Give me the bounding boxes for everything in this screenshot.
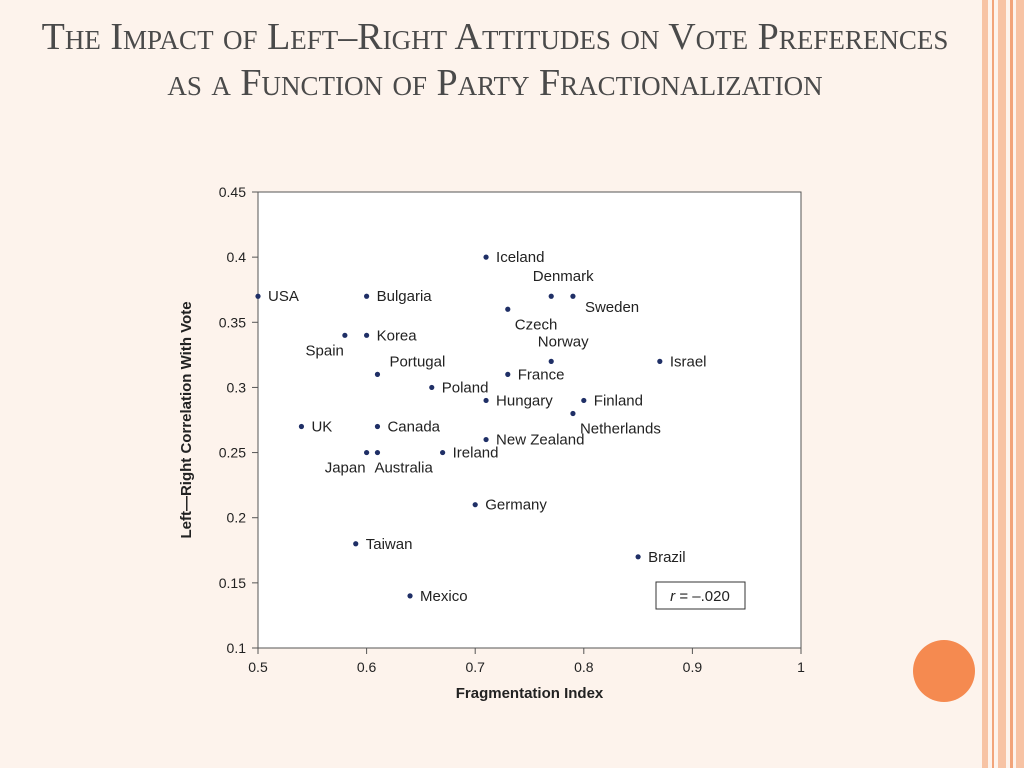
point-label: Finland xyxy=(594,392,643,409)
point-label: Poland xyxy=(442,379,489,396)
point-label: Taiwan xyxy=(366,536,413,553)
data-point xyxy=(548,293,554,299)
data-point xyxy=(374,371,381,377)
decorative-stripe xyxy=(992,0,994,768)
point-label: France xyxy=(518,366,565,383)
y-axis-label: Left—Right Correlation With Vote xyxy=(178,301,195,538)
y-tick-label: 0.15 xyxy=(219,575,246,591)
point-label: Bulgaria xyxy=(377,288,433,305)
data-point xyxy=(581,397,587,404)
point-label: Brazil xyxy=(648,549,686,566)
data-point xyxy=(505,306,511,312)
data-point xyxy=(374,449,381,456)
point-label: Sweden xyxy=(585,299,639,316)
decorative-stripe xyxy=(998,0,1006,768)
data-point xyxy=(483,254,489,260)
data-point xyxy=(570,293,576,299)
data-point xyxy=(364,293,370,299)
point-label: New Zealand xyxy=(496,432,584,449)
x-tick-label: 0.5 xyxy=(248,659,268,675)
point-label: Australia xyxy=(374,460,433,477)
point-label: Israel xyxy=(670,353,707,370)
data-point xyxy=(483,397,489,404)
data-point xyxy=(635,554,641,560)
y-tick-label: 0.35 xyxy=(219,314,246,330)
point-label: Mexico xyxy=(420,588,468,605)
data-point xyxy=(255,293,261,299)
x-tick-label: 0.9 xyxy=(683,659,703,675)
data-point xyxy=(472,502,478,508)
slide-title: The Impact of Left–Right Attitudes on Vo… xyxy=(41,16,949,104)
data-point xyxy=(342,332,348,338)
point-label: Germany xyxy=(485,497,547,514)
point-label: UK xyxy=(311,419,332,436)
data-point xyxy=(505,371,511,377)
decorative-stripe xyxy=(1016,0,1024,768)
x-tick-label: 0.7 xyxy=(465,659,485,675)
data-point xyxy=(298,423,305,430)
data-point xyxy=(429,384,435,391)
data-point xyxy=(657,358,663,364)
point-label: Iceland xyxy=(496,249,544,266)
decorative-circle xyxy=(913,640,975,702)
correlation-symbol: r xyxy=(670,588,676,605)
data-point xyxy=(407,593,413,599)
data-point xyxy=(570,410,576,417)
point-label: Spain xyxy=(306,342,344,359)
point-label: Ireland xyxy=(453,445,499,462)
x-tick-label: 0.6 xyxy=(357,659,377,675)
x-tick-label: 0.8 xyxy=(574,659,594,675)
x-tick-label: 1 xyxy=(797,659,805,675)
point-label: Korea xyxy=(377,327,418,344)
point-label: Canada xyxy=(387,419,440,436)
y-tick-label: 0.1 xyxy=(227,640,247,656)
data-point xyxy=(483,436,489,443)
point-label: Norway xyxy=(538,333,589,350)
y-tick-label: 0.3 xyxy=(227,379,247,395)
correlation-box xyxy=(655,581,746,610)
data-point xyxy=(364,449,370,456)
data-point xyxy=(440,449,446,456)
y-tick-label: 0.2 xyxy=(227,510,247,526)
point-label: Hungary xyxy=(496,392,553,409)
correlation-annotation: r = –.020 xyxy=(670,588,730,605)
y-tick-label: 0.25 xyxy=(219,445,246,461)
y-tick-label: 0.4 xyxy=(227,249,247,265)
correlation-value: = –.020 xyxy=(675,588,730,605)
plot-area xyxy=(257,191,802,649)
data-point xyxy=(548,358,554,364)
decorative-stripe xyxy=(982,0,988,768)
data-point xyxy=(364,332,370,338)
data-point xyxy=(374,423,381,430)
point-label: Netherlands xyxy=(580,420,661,437)
point-label: USA xyxy=(268,288,299,305)
point-label: Denmark xyxy=(533,268,594,285)
point-label: Czech xyxy=(515,316,558,333)
data-point xyxy=(353,541,359,547)
decorative-stripe xyxy=(1010,0,1013,768)
point-label: Japan xyxy=(325,460,366,477)
point-label: Portugal xyxy=(389,353,445,370)
y-tick-label: 0.45 xyxy=(219,184,246,200)
x-axis-label: Fragmentation Index xyxy=(456,685,604,702)
